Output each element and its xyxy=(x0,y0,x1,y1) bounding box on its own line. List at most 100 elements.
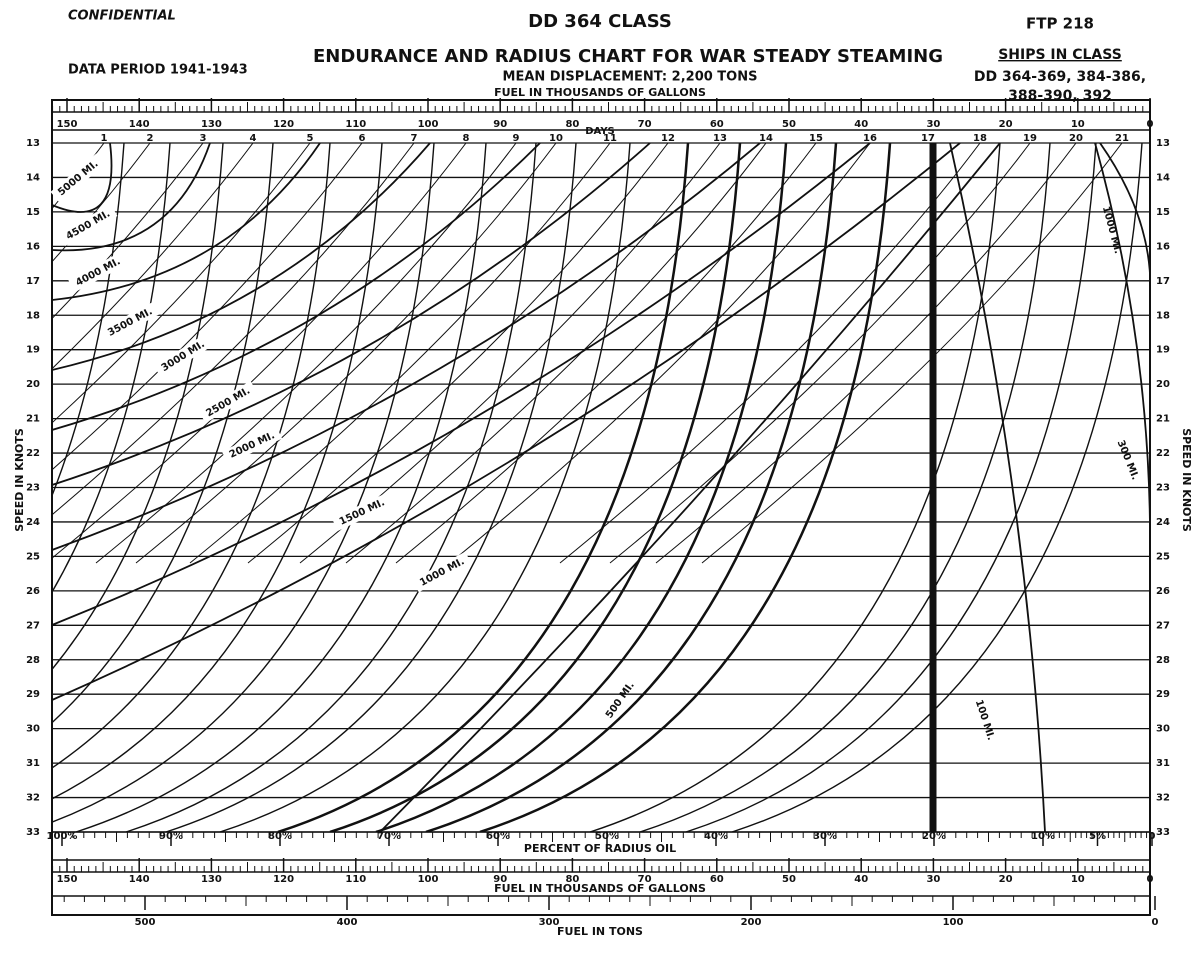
tick-label: 90% xyxy=(159,831,183,842)
y-tick-label: 22 xyxy=(1156,448,1170,459)
mile-curve xyxy=(379,143,1001,832)
mile-curve xyxy=(52,143,761,551)
y-tick-label: 27 xyxy=(1156,620,1170,631)
day-curve xyxy=(639,143,1051,832)
y-tick-label: 24 xyxy=(1156,517,1170,528)
y-tick-label: 16 xyxy=(1156,241,1170,252)
class-title: DD 364 CLASS xyxy=(528,11,672,32)
mile-curve xyxy=(52,143,431,371)
mile-curve xyxy=(1099,143,1150,300)
tick-label: 10% xyxy=(1031,831,1055,842)
mile-curve xyxy=(52,143,541,431)
tick-label: 70% xyxy=(377,831,401,842)
label-bg xyxy=(331,492,393,532)
y-tick-label: 31 xyxy=(1156,758,1170,769)
tick-label: 90 xyxy=(493,874,507,885)
tick-label: 0 xyxy=(1147,874,1154,885)
confidential: CONFIDENTIAL xyxy=(68,9,176,24)
cross-curve xyxy=(299,143,721,564)
label-bg xyxy=(68,251,128,293)
day-curve xyxy=(425,143,838,832)
label-bg xyxy=(198,380,258,424)
tick-label: 10 xyxy=(1071,119,1085,130)
y-tick-label: 16 xyxy=(26,241,40,252)
y-tick-label: 21 xyxy=(1156,414,1170,425)
y-tick-label: 30 xyxy=(26,724,40,735)
cross-curve xyxy=(52,143,363,471)
day-label: 20 xyxy=(1069,133,1083,144)
y-tick-label: 22 xyxy=(26,448,40,459)
day-label: 6 xyxy=(359,133,366,144)
cross-curve xyxy=(395,143,817,564)
label-bg xyxy=(58,203,118,247)
day-label: 8 xyxy=(463,133,470,144)
tick-label: 40 xyxy=(854,119,868,130)
y-tick-label: 25 xyxy=(1156,551,1170,562)
tick-label: 200 xyxy=(741,917,762,928)
ships-list: DD 364-369, 384-386, xyxy=(974,69,1146,85)
day-curve xyxy=(52,143,331,769)
label-bg xyxy=(412,551,472,593)
day-label: 15 xyxy=(809,133,823,144)
day-curve xyxy=(52,143,224,671)
day-label: 13 xyxy=(713,133,727,144)
ftp: FTP 218 xyxy=(1026,15,1094,33)
y-tick-label: 15 xyxy=(1156,207,1170,218)
tick-label: 0 xyxy=(1152,917,1159,928)
label-bg xyxy=(153,334,213,378)
tick-label: 110 xyxy=(345,119,366,130)
day-curve xyxy=(329,143,742,832)
tick-label: 80% xyxy=(268,831,292,842)
day-label: 21 xyxy=(1115,133,1129,144)
cross-curve xyxy=(655,143,1077,564)
tick-label: 80 xyxy=(565,119,579,130)
day-label: 18 xyxy=(973,133,987,144)
tick-label: 50 xyxy=(782,874,796,885)
y-tick-label: 21 xyxy=(26,414,40,425)
day-label: 16 xyxy=(863,133,877,144)
main-title: ENDURANCE AND RADIUS CHART FOR WAR STEAD… xyxy=(313,46,943,67)
tick-label: 120 xyxy=(273,874,294,885)
tick-label: 60% xyxy=(486,831,510,842)
mile-label: 500 MI. xyxy=(604,680,637,721)
y-tick-label: 19 xyxy=(26,345,40,356)
tick-label: 100% xyxy=(47,831,78,842)
day-label: 10 xyxy=(549,133,563,144)
tick-label: 5% xyxy=(1089,831,1106,842)
tick-label: 150 xyxy=(57,874,78,885)
day-label: 12 xyxy=(661,133,675,144)
y-axis-label: SPEED IN KNOTS xyxy=(1180,428,1193,532)
y-tick-label: 15 xyxy=(26,207,40,218)
tick-label: 80 xyxy=(565,874,579,885)
label-bg xyxy=(100,301,160,343)
day-label: 2 xyxy=(147,133,154,144)
cross-curve xyxy=(701,143,1123,564)
day-label: 14 xyxy=(759,133,773,144)
tick-label: 100 xyxy=(418,119,439,130)
day-label: 3 xyxy=(200,133,207,144)
y-tick-label: 32 xyxy=(1156,793,1170,804)
y-tick-label: 18 xyxy=(26,310,40,321)
tick-label: 70 xyxy=(638,119,652,130)
mile-curve xyxy=(52,143,651,486)
mile-curve xyxy=(52,143,211,252)
ships-list: 388-390, 392 xyxy=(1008,88,1112,104)
y-tick-label: 19 xyxy=(1156,345,1170,356)
tick-label: 90 xyxy=(493,119,507,130)
y-tick-label: 23 xyxy=(26,483,40,494)
tick-label: 500 xyxy=(135,917,156,928)
y-tick-label: 26 xyxy=(26,586,40,597)
cross-curve xyxy=(609,143,1031,564)
day-curve xyxy=(165,143,577,832)
y-tick-label: 20 xyxy=(1156,379,1170,390)
fuel-label: FUEL IN THOUSANDS OF GALLONS xyxy=(494,882,706,895)
day-curve xyxy=(52,143,435,823)
day-curve xyxy=(219,143,631,832)
mile-curve xyxy=(949,143,1046,832)
day-curve xyxy=(52,143,274,724)
tick-label: 30 xyxy=(926,874,940,885)
percent-label: PERCENT OF RADIUS OIL xyxy=(524,842,676,855)
y-tick-label: 13 xyxy=(26,138,40,149)
tick-label: 140 xyxy=(129,874,150,885)
y-tick-label: 29 xyxy=(1156,689,1170,700)
